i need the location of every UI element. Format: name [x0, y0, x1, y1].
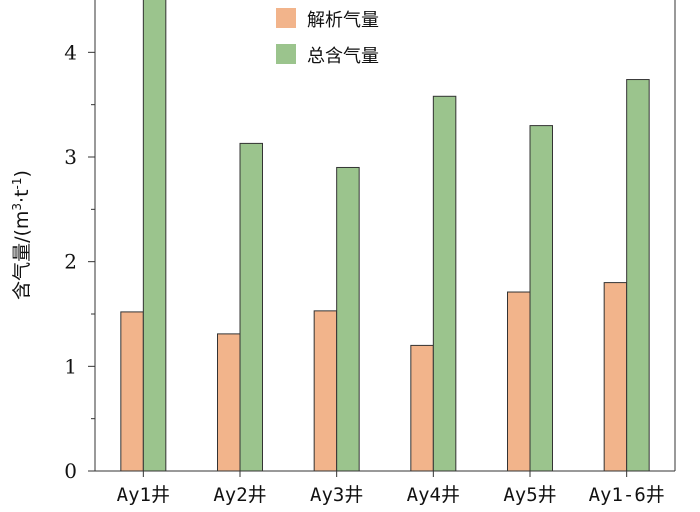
x-tick-label: Ay4井	[407, 484, 460, 506]
bar-desorbed-3	[313, 310, 338, 471]
y-axis-label: 含气量/(m3·t-1)	[10, 170, 33, 300]
ylabel-prefix: 含气量/(m	[11, 211, 33, 300]
ylabel-mid: ·t	[11, 189, 33, 203]
bar-total-5	[529, 125, 553, 471]
bars-group	[120, 0, 650, 471]
x-tick-label: Ay1井	[117, 484, 170, 506]
x-tick-label: Ay2井	[213, 484, 266, 506]
x-tick-label: Ay3井	[310, 484, 363, 506]
legend-swatch	[276, 8, 296, 28]
y-tick-label: 2	[64, 250, 77, 274]
y-tick-label: 0	[64, 459, 77, 483]
legend-label: 总含气量	[307, 46, 379, 67]
legend-swatch	[276, 44, 296, 64]
y-tick-label: 1	[64, 354, 77, 378]
bar-desorbed-6	[603, 282, 628, 471]
bar-total-3	[336, 166, 360, 471]
bar-desorbed-4	[410, 344, 434, 471]
x-tick-label: Ay5井	[503, 484, 556, 506]
y-tick-label: 4	[64, 40, 77, 64]
y-tick-label: 3	[64, 145, 77, 169]
bar-total-2	[239, 142, 263, 471]
ylabel-suffix: )	[11, 170, 33, 177]
bar-total-4	[432, 95, 457, 471]
bar-total-6	[626, 79, 650, 471]
x-ticks-group: Ay1井 Ay2井 Ay3井 Ay4井 Ay5井 Ay1-6井	[117, 471, 665, 506]
bar-desorbed-5	[507, 291, 531, 471]
bar-desorbed-2	[217, 333, 241, 471]
x-tick-label: Ay1-6井	[589, 484, 665, 506]
bar-desorbed-1	[120, 311, 144, 471]
legend-label: 解析气量	[307, 10, 379, 31]
ylabel-exp2: -1	[10, 177, 24, 189]
ylabel-exp1: 3	[10, 203, 24, 211]
bar-total-1	[142, 0, 167, 471]
y-ticks-group: 0 1 2 3 4	[64, 40, 95, 483]
